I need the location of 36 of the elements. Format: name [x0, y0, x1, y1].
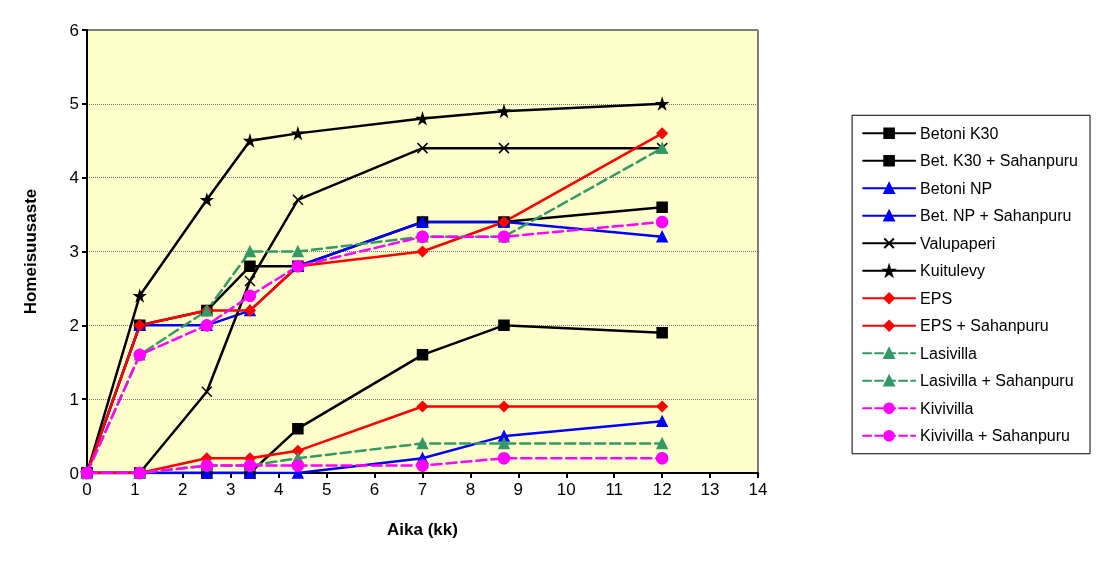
x-tick-label: 0	[82, 480, 92, 499]
x-tick-label: 10	[556, 480, 576, 499]
x-tick-label: 4	[273, 480, 284, 499]
x-tick-label: 9	[513, 480, 524, 499]
legend-label: Bet. K30 + Sahanpuru	[920, 152, 1079, 170]
x-tick-label: 5	[321, 480, 332, 499]
legend-label: Kivivilla + Sahanpuru	[920, 427, 1070, 445]
y-tick-label: 2	[69, 315, 79, 335]
x-tick-label: 11	[605, 480, 624, 499]
x-tick-label: 7	[417, 480, 428, 499]
legend-label: Bet. NP + Sahanpuru	[920, 207, 1072, 225]
x-tick-label: 13	[700, 480, 720, 499]
y-axis-title: Homeisuusaste	[21, 188, 40, 315]
x-tick-label: 3	[226, 480, 236, 499]
legend-label: EPS + Sahanpuru	[920, 317, 1049, 335]
legend-label: EPS	[920, 289, 953, 307]
x-tick-label: 6	[369, 480, 380, 499]
y-tick-label: 5	[69, 94, 79, 114]
x-tick-label: 12	[652, 480, 672, 499]
y-tick-label: 6	[69, 20, 79, 40]
x-axis-title: Aika (kk)	[387, 520, 458, 539]
legend-label: Lasivilla	[920, 344, 978, 362]
y-tick-label: 1	[69, 389, 79, 409]
legend-label: Betoni NP	[920, 179, 993, 197]
x-tick-label: 2	[178, 480, 188, 499]
legend-label: Valupaperi	[920, 234, 996, 252]
legend-label: Kivivilla	[920, 399, 974, 417]
y-tick-label: 0	[69, 463, 79, 483]
legend-label: Kuitulevy	[920, 262, 986, 280]
legend-label: Betoni K30	[920, 124, 999, 142]
x-tick-label: 1	[130, 480, 140, 499]
x-tick-label: 8	[465, 480, 476, 499]
y-tick-label: 4	[69, 168, 79, 188]
y-tick-label: 3	[69, 242, 79, 261]
x-tick-label: 14	[748, 480, 768, 499]
legend-label: Lasivilla + Sahanpuru	[920, 372, 1074, 390]
